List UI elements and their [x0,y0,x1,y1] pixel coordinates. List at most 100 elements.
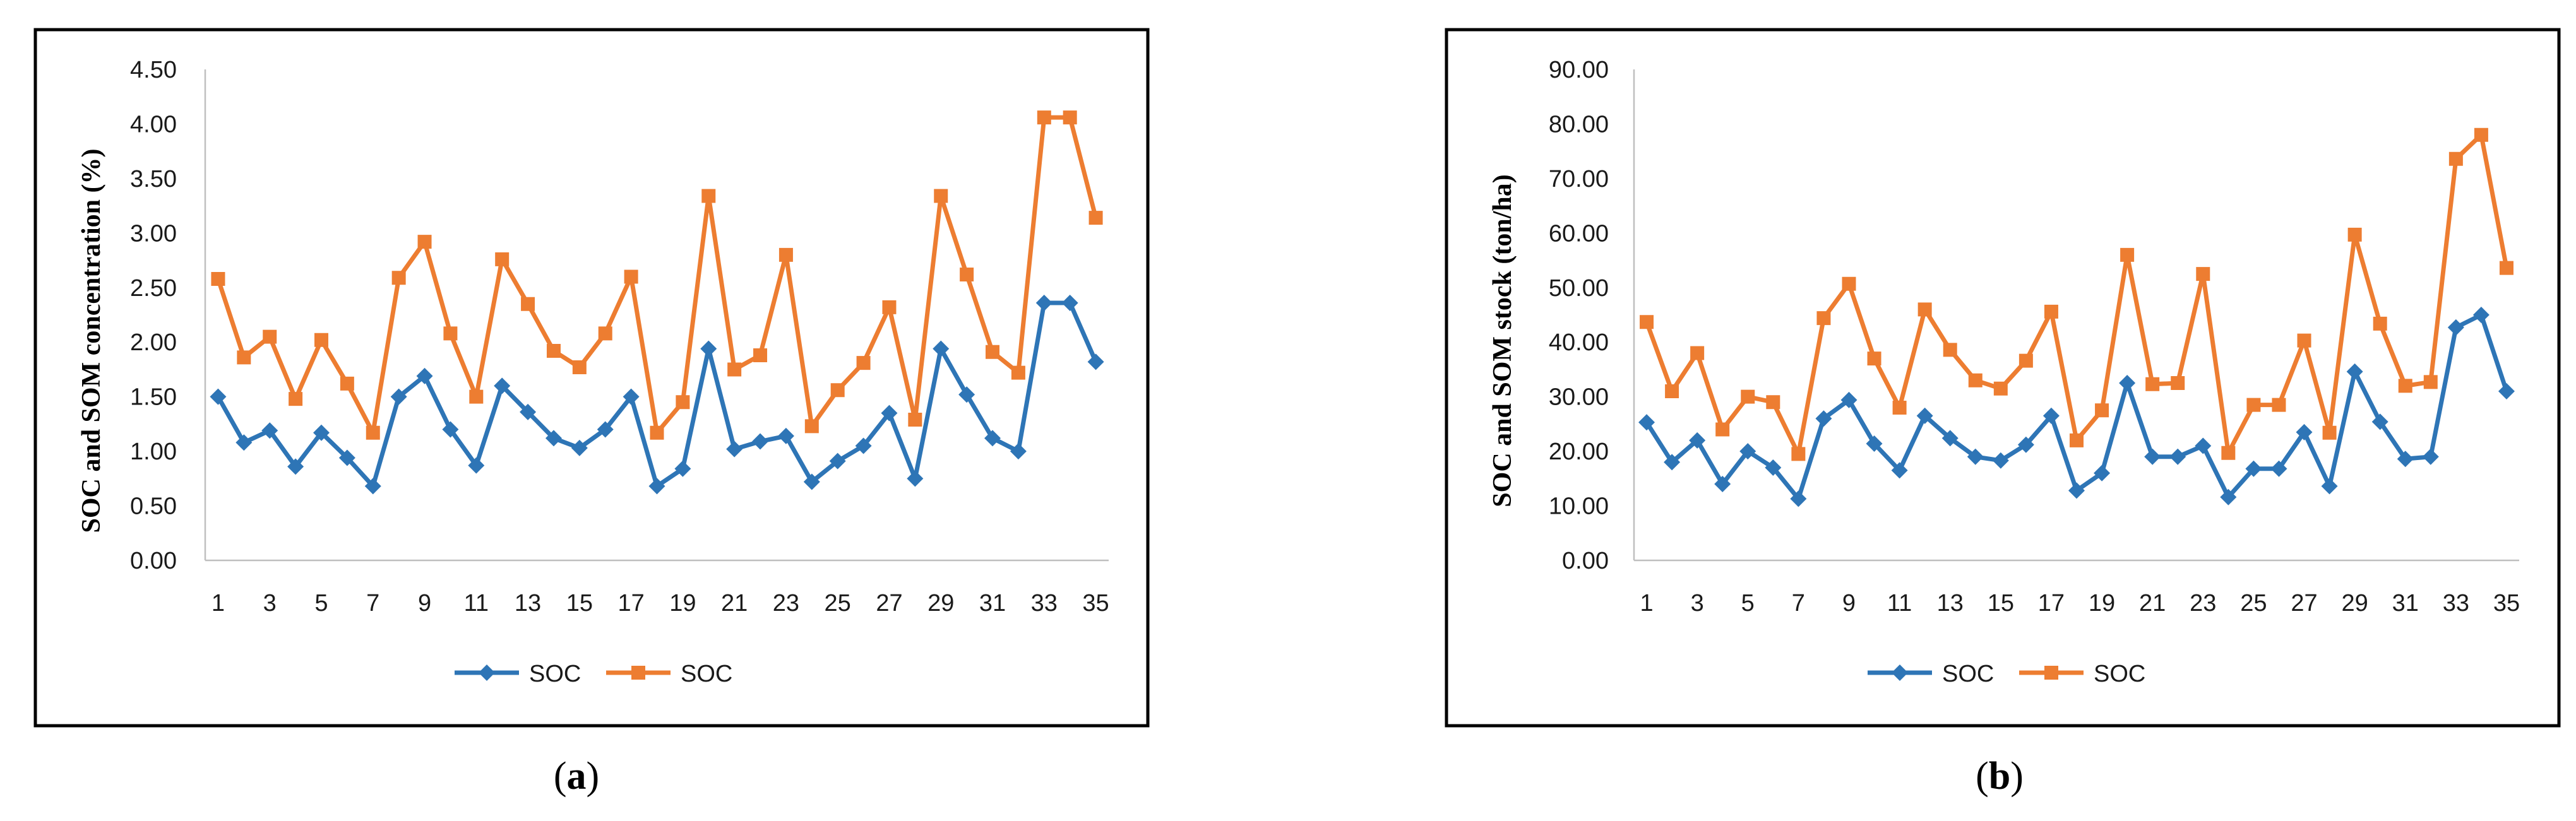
data-point-series-0 [2321,478,2338,495]
data-point-series-1 [2044,304,2058,319]
data-point-series-1 [2221,446,2236,460]
data-point-series-1 [495,252,510,266]
x-tick-label: 29 [2341,590,2368,617]
plot-area-a [210,110,1104,495]
x-axis-ticks-b: 1 3 5 7 9 11 13 15 17 19 21 23 25 27 29 31 33 35 [1640,590,2520,617]
data-point-series-1 [2474,127,2488,142]
data-point-series-1 [1088,211,1103,225]
data-point-series-1 [2373,316,2387,331]
data-point-series-1 [2499,261,2513,275]
data-point-series-1 [2246,398,2261,412]
data-point-series-1 [1063,110,1077,125]
legend-label-b-1: SOC [2094,661,2145,687]
legend-swatch-marker-a-1 [631,666,645,680]
data-point-series-0 [984,430,1001,447]
data-point-series-0 [1035,294,1052,311]
y-tick-label: 80.00 [1549,111,1609,138]
data-point-series-1 [2448,151,2463,166]
data-point-series-0 [1866,435,1883,452]
y-tick-label: 1.50 [130,384,177,411]
x-tick-label: 33 [2443,590,2469,617]
legend-a: SOC SOC [455,661,732,687]
data-point-series-0 [1714,475,1731,492]
data-point-series-1 [2297,333,2311,348]
data-point-series-1 [2070,433,2084,447]
data-point-series-0 [571,439,588,456]
data-point-series-1 [2145,377,2160,391]
y-axis-ticks-a: 0.00 0.50 1.00 1.50 2.00 2.50 3.00 3.50 4.00 4.50 [130,57,177,574]
panel-a: SOC and SOM concentration (%) 0.00 0.50 1.… [33,28,1150,798]
x-axis-ticks-a: 1 3 5 7 9 11 13 15 17 19 21 23 25 27 29 31 33 35 [212,590,1109,617]
data-point-series-1 [263,329,277,344]
data-point-series-1 [2018,353,2033,368]
y-tick-label: 0.00 [1562,548,1609,574]
data-point-series-1 [2398,379,2412,393]
data-point-series-1 [727,362,742,377]
data-point-series-0 [545,430,562,447]
x-tick-label: 31 [979,590,1006,617]
legend-entry-a-1: SOC [606,661,732,687]
y-tick-label: 10.00 [1549,493,1609,520]
y-tick-label: 4.00 [130,111,177,138]
data-point-series-1 [1665,384,1679,399]
x-tick-label: 27 [876,590,902,617]
legend-label-b-0: SOC [1942,661,1994,687]
x-tick-label: 5 [1741,590,1755,617]
data-point-series-0 [2346,363,2363,380]
caption-letter-b: b [1989,755,2010,798]
data-point-series-0 [2169,448,2186,465]
x-tick-label: 11 [1887,590,1912,617]
data-point-series-1 [1867,351,1881,366]
x-tick-label: 25 [825,590,851,617]
data-point-series-1 [1943,343,1957,357]
data-point-series-0 [1967,448,1984,465]
x-tick-label: 13 [1937,590,1964,617]
legend-entry-b-0: SOC [1868,661,1994,687]
data-point-series-0 [338,449,355,466]
data-point-series-0 [2042,407,2060,424]
x-tick-label: 27 [2291,590,2317,617]
data-point-series-0 [313,424,330,441]
legend-label-a-1: SOC [681,661,732,687]
data-point-series-1 [804,419,819,434]
x-tick-label: 9 [1842,590,1856,617]
legend-swatch-marker-b-1 [2044,666,2058,680]
legend-entry-b-1: SOC [2019,661,2145,687]
x-tick-label: 29 [927,590,954,617]
data-point-series-1 [572,360,587,374]
data-point-series-1 [289,392,303,406]
data-point-series-0 [752,433,769,450]
data-point-series-1 [598,326,612,341]
data-point-series-0 [1916,407,1933,424]
data-point-series-0 [726,440,743,458]
data-point-series-1 [1741,389,1755,404]
data-point-series-0 [1739,443,1756,460]
data-point-series-0 [2447,319,2464,336]
data-point-series-0 [2422,448,2439,465]
data-point-series-1 [237,350,251,365]
panel-caption-a: (a) [554,755,599,798]
data-point-series-0 [287,458,304,475]
data-point-series-1 [2171,376,2185,391]
x-tick-label: 1 [212,590,225,617]
data-point-series-0 [855,437,872,454]
data-point-series-1 [2095,403,2109,418]
caption-open-a: ( [554,755,567,798]
data-point-series-1 [676,395,690,410]
x-tick-label: 5 [314,590,328,617]
data-point-series-1 [417,235,432,249]
data-point-series-1 [2120,247,2135,262]
legend-label-a-0: SOC [529,661,581,687]
chart-frame-a [33,28,1150,728]
chart-frame-b [1445,28,2561,728]
data-point-series-0 [1765,459,1782,476]
data-point-series-0 [210,388,227,405]
data-point-series-1 [624,269,638,284]
y-tick-label: 20.00 [1549,439,1609,465]
data-point-series-0 [2498,383,2515,400]
data-point-series-0 [2371,413,2388,430]
data-point-series-1 [1993,381,2008,396]
x-tick-label: 9 [418,590,431,617]
data-point-series-1 [340,376,354,391]
data-point-series-0 [674,460,691,477]
